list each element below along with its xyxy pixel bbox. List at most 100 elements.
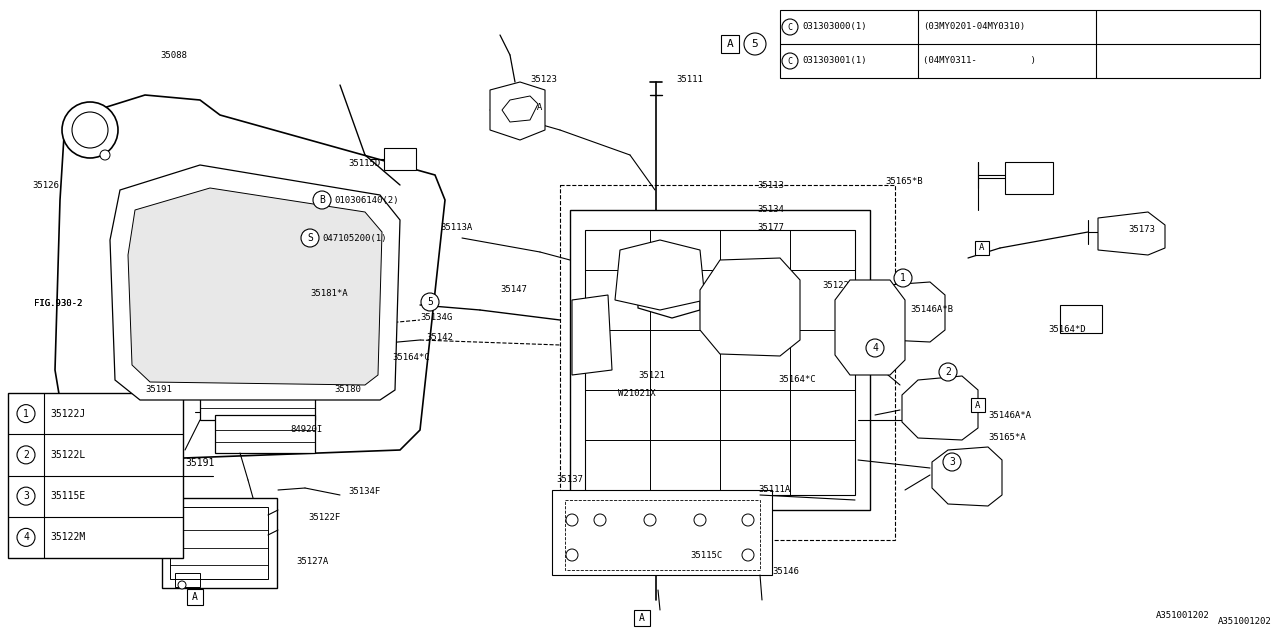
Text: 35181*A: 35181*A <box>310 289 348 298</box>
Circle shape <box>566 549 579 561</box>
Text: 35122M: 35122M <box>50 532 86 542</box>
Circle shape <box>178 581 186 589</box>
Text: 35123: 35123 <box>530 76 557 84</box>
Polygon shape <box>872 282 945 342</box>
Circle shape <box>61 102 118 158</box>
Text: A: A <box>639 613 645 623</box>
Bar <box>1060 305 1102 333</box>
Bar <box>187 589 204 605</box>
Text: 84920I: 84920I <box>291 426 323 435</box>
Circle shape <box>742 514 754 526</box>
Text: 35115D: 35115D <box>348 159 380 168</box>
Bar <box>170 507 268 579</box>
Text: 3: 3 <box>948 457 955 467</box>
Bar <box>384 148 416 170</box>
Text: 35113: 35113 <box>756 180 783 189</box>
Text: 1: 1 <box>23 408 29 419</box>
Text: 35146: 35146 <box>772 568 799 577</box>
Circle shape <box>566 514 579 526</box>
Text: A351001202: A351001202 <box>1156 611 1210 620</box>
Text: (04MY0311-          ): (04MY0311- ) <box>923 56 1036 65</box>
Text: 2: 2 <box>23 450 29 460</box>
Polygon shape <box>572 295 612 375</box>
Text: A: A <box>979 243 984 253</box>
Text: 35134F: 35134F <box>348 488 380 497</box>
Text: 35165*A: 35165*A <box>988 433 1025 442</box>
Polygon shape <box>637 258 700 318</box>
Text: 35122F: 35122F <box>308 513 340 522</box>
Text: 35134G: 35134G <box>420 314 452 323</box>
Text: 35088: 35088 <box>160 51 187 60</box>
Bar <box>972 398 986 412</box>
Circle shape <box>867 339 884 357</box>
Text: A: A <box>192 592 198 602</box>
Text: (03MY0201-04MY0310): (03MY0201-04MY0310) <box>923 22 1025 31</box>
Circle shape <box>782 19 797 35</box>
Text: FIG.930-2: FIG.930-2 <box>35 298 82 307</box>
Text: 35115C: 35115C <box>690 552 722 561</box>
Circle shape <box>301 229 319 247</box>
Polygon shape <box>55 95 445 460</box>
Text: 35142: 35142 <box>426 333 453 342</box>
Text: 35134: 35134 <box>756 205 783 214</box>
Polygon shape <box>614 240 705 310</box>
Text: A: A <box>975 401 980 410</box>
Bar <box>721 35 739 53</box>
Text: 031303001(1): 031303001(1) <box>803 56 867 65</box>
Text: 2: 2 <box>945 367 951 377</box>
Polygon shape <box>128 188 381 385</box>
Text: 35164*C: 35164*C <box>778 376 815 385</box>
Text: FIG.930-2: FIG.930-2 <box>35 298 82 307</box>
Circle shape <box>100 150 110 160</box>
Polygon shape <box>110 165 399 400</box>
Circle shape <box>782 53 797 69</box>
Circle shape <box>314 191 332 209</box>
Text: 35191: 35191 <box>145 385 172 394</box>
Polygon shape <box>490 82 545 140</box>
Circle shape <box>17 487 35 505</box>
Text: 4: 4 <box>23 532 29 542</box>
Text: 35173: 35173 <box>1128 225 1155 234</box>
Circle shape <box>744 33 765 55</box>
Text: 35146A*B: 35146A*B <box>910 305 954 314</box>
Text: 35127A: 35127A <box>296 557 328 566</box>
Bar <box>1005 162 1053 194</box>
Circle shape <box>694 514 707 526</box>
Polygon shape <box>570 210 870 510</box>
Circle shape <box>72 112 108 148</box>
Bar <box>221 268 305 316</box>
Text: 35165*B: 35165*B <box>884 177 923 186</box>
Polygon shape <box>835 280 905 375</box>
Text: 4: 4 <box>872 343 878 353</box>
Polygon shape <box>502 96 538 122</box>
Bar <box>175 573 200 587</box>
Text: 35146A*A: 35146A*A <box>988 410 1030 419</box>
Text: 5: 5 <box>751 39 758 49</box>
Circle shape <box>893 269 911 287</box>
Text: 35147: 35147 <box>500 285 527 294</box>
Text: C: C <box>787 22 792 31</box>
Bar <box>163 498 276 588</box>
Circle shape <box>17 446 35 464</box>
Bar <box>780 10 1260 78</box>
Text: 35187A: 35187A <box>509 104 543 113</box>
Bar <box>975 241 989 255</box>
Text: A351001202: A351001202 <box>1219 618 1272 627</box>
Polygon shape <box>700 258 800 356</box>
Polygon shape <box>1098 212 1165 255</box>
Text: 35122L: 35122L <box>50 450 86 460</box>
Text: 047105200(1): 047105200(1) <box>323 234 387 243</box>
Text: 35111A: 35111A <box>758 486 790 495</box>
Circle shape <box>940 363 957 381</box>
Circle shape <box>594 514 605 526</box>
Text: 35113A: 35113A <box>440 223 472 232</box>
Circle shape <box>421 293 439 311</box>
Text: S: S <box>307 233 312 243</box>
Text: 35164*D: 35164*D <box>1048 326 1085 335</box>
Text: 010306140(2): 010306140(2) <box>334 195 398 205</box>
Text: 1: 1 <box>900 273 906 283</box>
Bar <box>634 610 650 626</box>
Bar <box>200 348 315 420</box>
Circle shape <box>17 404 35 422</box>
Polygon shape <box>932 447 1002 506</box>
